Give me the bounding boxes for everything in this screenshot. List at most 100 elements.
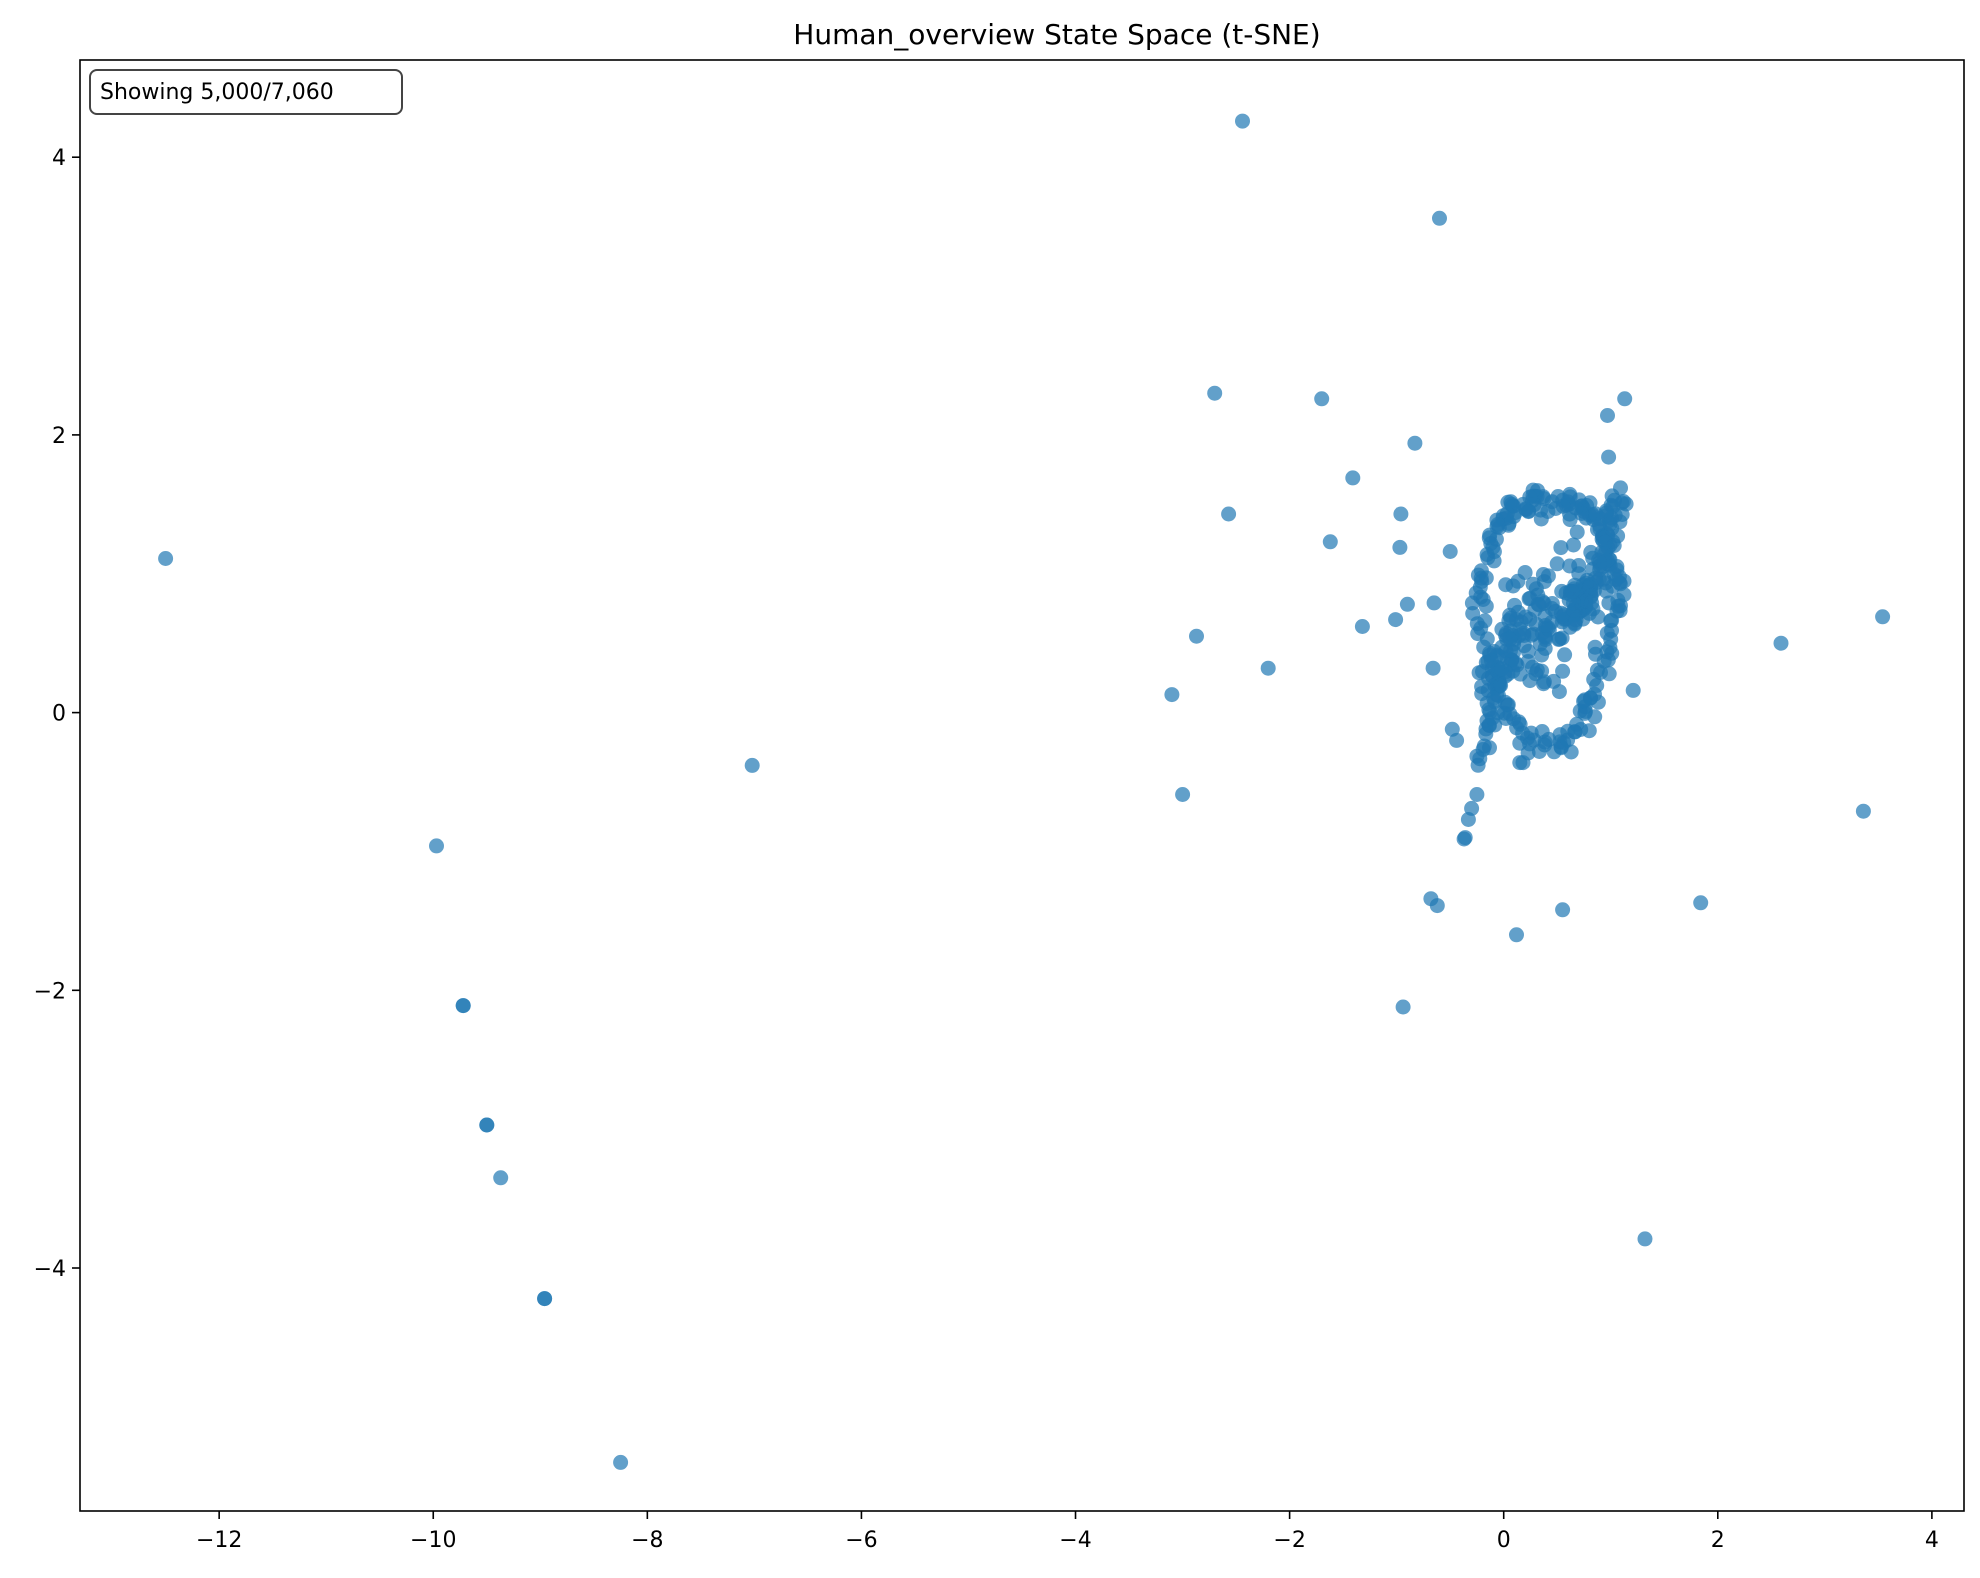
cluster-point (1533, 511, 1549, 527)
x-tick-label: −2 (1273, 1528, 1305, 1553)
outlier-point (1587, 709, 1603, 725)
outlier-point (1693, 895, 1709, 911)
cluster-point (1586, 671, 1602, 687)
outlier-point (1457, 830, 1473, 846)
x-tick-label: −4 (1059, 1528, 1091, 1553)
outlier-point (1392, 539, 1408, 555)
sample-count-box (89, 69, 403, 115)
cluster-point (1525, 659, 1540, 675)
cluster-point (1597, 534, 1613, 550)
cluster-point (1607, 492, 1622, 508)
cluster-point (1551, 631, 1567, 647)
outlier-point (1773, 635, 1789, 651)
x-axis: −12 −10 −8 −6 −4 −2 0 2 4 (196, 1511, 1939, 1553)
outlier-point (493, 1170, 509, 1186)
outlier-point (1581, 723, 1597, 739)
outlier-point (1164, 687, 1180, 703)
cluster-point (1544, 596, 1560, 611)
outlier-point (1235, 113, 1250, 129)
cluster-point (1536, 676, 1551, 692)
outlier-point (1175, 787, 1191, 802)
cluster-point (1600, 652, 1616, 668)
cluster-point (1569, 716, 1585, 732)
cluster-point (1596, 554, 1612, 570)
cluster-point (1551, 684, 1567, 700)
cluster-point (1499, 697, 1515, 713)
cluster-point (1541, 622, 1557, 638)
outlier-point (1189, 628, 1204, 644)
cluster-point (1576, 693, 1592, 709)
outlier-point (1515, 755, 1531, 771)
cluster-point (1562, 558, 1578, 574)
cluster-point (1555, 663, 1571, 679)
outlier-point (1509, 927, 1524, 943)
outlier-point (429, 838, 444, 854)
y-tick-label: 0 (52, 702, 66, 727)
outlier-point (479, 1117, 495, 1133)
cluster-point (1487, 694, 1503, 710)
outlier-point (613, 1454, 629, 1470)
outlier-point (1617, 391, 1633, 407)
cluster-point (1569, 524, 1585, 540)
cluster-point (1590, 694, 1606, 710)
cluster-point (1485, 539, 1501, 555)
outlier-point (744, 757, 760, 773)
cluster-point (1513, 614, 1529, 630)
plot-frame (79, 59, 1965, 1512)
x-tick-label: −10 (410, 1528, 456, 1553)
outlier-point (1407, 435, 1423, 451)
cluster-point (1502, 631, 1518, 647)
outlier-point (537, 1291, 553, 1307)
outlier-point (1314, 391, 1330, 407)
cluster-point (1494, 661, 1510, 677)
cluster-point (1490, 517, 1506, 532)
x-tick-label: 2 (1711, 1528, 1725, 1553)
cluster-point (1610, 598, 1626, 614)
cluster-point (1588, 646, 1603, 662)
cluster-point (1475, 742, 1491, 757)
cluster-point (1506, 498, 1521, 514)
cluster-point (1464, 595, 1480, 611)
outlier-point (1426, 595, 1442, 611)
y-axis: −4 −2 0 2 4 (34, 146, 80, 1282)
cluster-point (1478, 598, 1494, 614)
outlier-point (1625, 682, 1641, 698)
chart-title: Human_overview State Space (t-SNE) (793, 18, 1320, 51)
sample-count-note: Showing 5,000/7,060 (89, 69, 403, 115)
outlier-point (1512, 735, 1528, 751)
outlier-point (1221, 506, 1237, 522)
x-tick-label: −8 (631, 1528, 663, 1553)
cluster-point (1505, 578, 1521, 594)
outlier-point (455, 998, 471, 1014)
outlier-point (1637, 1231, 1653, 1247)
cluster-point (1585, 550, 1601, 566)
cluster-point (1484, 710, 1500, 726)
outlier-point (1345, 470, 1361, 486)
cluster-point (1601, 666, 1617, 682)
outlier-point (1322, 534, 1338, 550)
cluster-point (1590, 609, 1606, 625)
y-tick-label: −2 (34, 979, 66, 1004)
x-tick-label: 4 (1925, 1528, 1939, 1553)
sample-count-text: Showing 5,000/7,060 (100, 80, 334, 105)
outlier-point (1425, 660, 1441, 676)
outlier-point (1260, 660, 1276, 676)
cluster-point (1588, 506, 1604, 522)
outlier-point (1399, 596, 1415, 612)
y-tick-label: −4 (34, 1257, 66, 1282)
outlier-point (1601, 449, 1617, 465)
outlier-point (1442, 544, 1458, 559)
cluster-point (1493, 677, 1509, 693)
cluster-point (1549, 556, 1565, 572)
outlier-point (1464, 800, 1480, 816)
cluster-point (1564, 584, 1580, 599)
outlier-point (1354, 619, 1370, 634)
outlier-point (1875, 609, 1891, 625)
cluster-point (1616, 587, 1632, 603)
cluster-point (1477, 613, 1493, 629)
cluster-point (1507, 597, 1522, 613)
cluster-point (1522, 590, 1538, 606)
cluster-point (1598, 575, 1614, 591)
points-layer (158, 113, 1891, 1470)
x-tick-label: 0 (1497, 1528, 1511, 1553)
